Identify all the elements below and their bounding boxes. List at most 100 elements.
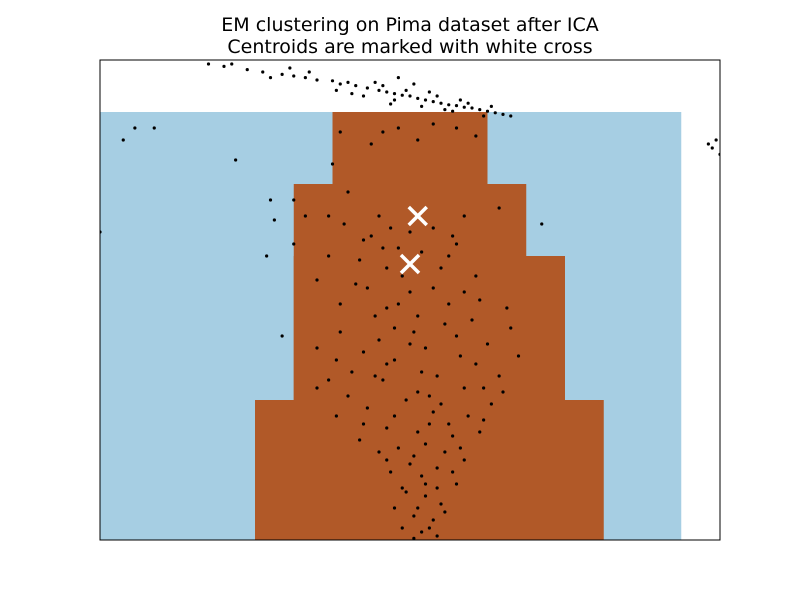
data-point-0-193 [385, 362, 389, 366]
data-point-0-103 [315, 346, 319, 350]
data-point-0-72 [327, 214, 331, 218]
data-point-0-161 [439, 266, 443, 270]
data-point-0-190 [482, 418, 486, 422]
data-point-0-173 [338, 302, 342, 306]
data-point-0-162 [474, 274, 478, 278]
data-point-0-136 [412, 536, 416, 540]
data-point-0-125 [389, 470, 393, 474]
data-point-0-96 [470, 318, 474, 322]
data-point-0-79 [462, 214, 466, 218]
data-point-0-73 [342, 222, 346, 226]
data-point-0-50 [389, 102, 393, 106]
data-point-0-183 [389, 226, 393, 230]
data-point-0-49 [489, 104, 493, 108]
data-point-0-191 [396, 302, 400, 306]
data-point-0-142 [392, 326, 397, 330]
data-point-0-84 [268, 198, 273, 202]
data-point-0-6 [303, 76, 307, 80]
data-point-0-37 [458, 98, 462, 102]
data-point-0-127 [435, 466, 439, 470]
data-point-0-66 [381, 130, 385, 134]
data-point-0-141 [431, 286, 435, 290]
data-point-0-179 [423, 482, 428, 486]
data-point-0-100 [454, 334, 459, 338]
data-point-0-28 [493, 111, 497, 115]
data-point-0-126 [420, 474, 424, 478]
data-point-0-182 [408, 230, 412, 234]
data-point-0-63 [454, 126, 459, 130]
data-point-0-110 [416, 390, 420, 394]
data-point-0-40 [412, 82, 416, 86]
data-point-0-157 [346, 394, 350, 398]
data-point-0-0 [206, 62, 211, 66]
data-point-0-144 [420, 370, 424, 374]
data-point-0-26 [478, 108, 482, 112]
data-point-0-156 [482, 386, 486, 390]
data-point-0-124 [462, 458, 466, 462]
data-point-0-108 [497, 374, 501, 378]
data-point-0-94 [408, 290, 412, 294]
data-point-0-104 [350, 370, 354, 374]
data-point-0-172 [462, 386, 466, 390]
data-point-0-46 [307, 70, 311, 74]
data-point-0-122 [412, 454, 416, 458]
data-point-0-168 [385, 458, 389, 462]
data-point-0-138 [385, 266, 389, 270]
data-point-0-114 [489, 402, 493, 406]
data-point-0-77 [431, 226, 435, 230]
data-point-0-164 [373, 374, 377, 378]
data-point-0-1 [222, 64, 226, 68]
data-point-0-82 [265, 254, 269, 258]
data-point-0-95 [447, 302, 451, 306]
data-point-0-189 [327, 378, 331, 382]
data-point-0-116 [334, 414, 338, 418]
data-point-0-85 [292, 198, 296, 202]
data-point-0-38 [288, 66, 292, 70]
data-point-0-169 [447, 422, 451, 426]
data-point-0-83 [292, 242, 296, 246]
data-point-0-59 [710, 146, 714, 150]
data-point-0-42 [466, 101, 470, 105]
data-point-0-152 [373, 314, 377, 318]
data-point-0-88 [234, 158, 238, 162]
data-point-0-166 [408, 462, 412, 466]
data-point-0-67 [369, 142, 373, 146]
data-point-0-90 [280, 334, 284, 338]
cluster-region-layer [100, 112, 682, 540]
data-point-0-185 [365, 286, 369, 290]
data-point-0-78 [454, 242, 459, 246]
data-point-0-135 [420, 530, 424, 534]
data-point-0-139 [400, 274, 404, 278]
data-point-0-70 [346, 190, 350, 194]
data-point-0-35 [381, 84, 385, 88]
data-point-0-2 [245, 68, 249, 72]
data-point-0-11 [354, 84, 358, 88]
data-point-0-181 [435, 534, 439, 538]
data-point-0-98 [377, 338, 381, 342]
data-point-0-133 [412, 514, 416, 518]
data-point-0-102 [516, 354, 521, 358]
data-point-0-76 [361, 238, 366, 242]
data-point-0-117 [385, 426, 389, 430]
data-point-0-58 [714, 138, 718, 142]
data-point-0-14 [385, 90, 389, 94]
data-point-0-151 [435, 486, 439, 490]
data-point-0-12 [365, 86, 369, 90]
data-point-0-54 [133, 126, 137, 130]
data-point-0-123 [443, 450, 447, 454]
data-point-0-33 [420, 104, 424, 108]
data-point-0-48 [451, 109, 455, 113]
data-point-0-154 [458, 354, 462, 358]
data-point-0-187 [334, 358, 338, 362]
data-point-0-39 [268, 76, 273, 80]
data-point-0-150 [404, 490, 408, 494]
data-point-0-188 [509, 326, 513, 330]
data-point-0-87 [540, 222, 544, 226]
data-point-0-23 [454, 104, 459, 108]
centroid-cross-1 [399, 253, 421, 275]
data-point-0-163 [505, 306, 509, 310]
data-point-0-34 [443, 108, 447, 112]
data-point-0-155 [361, 350, 366, 354]
data-point-0-71 [303, 214, 307, 218]
data-point-0-145 [404, 398, 408, 402]
